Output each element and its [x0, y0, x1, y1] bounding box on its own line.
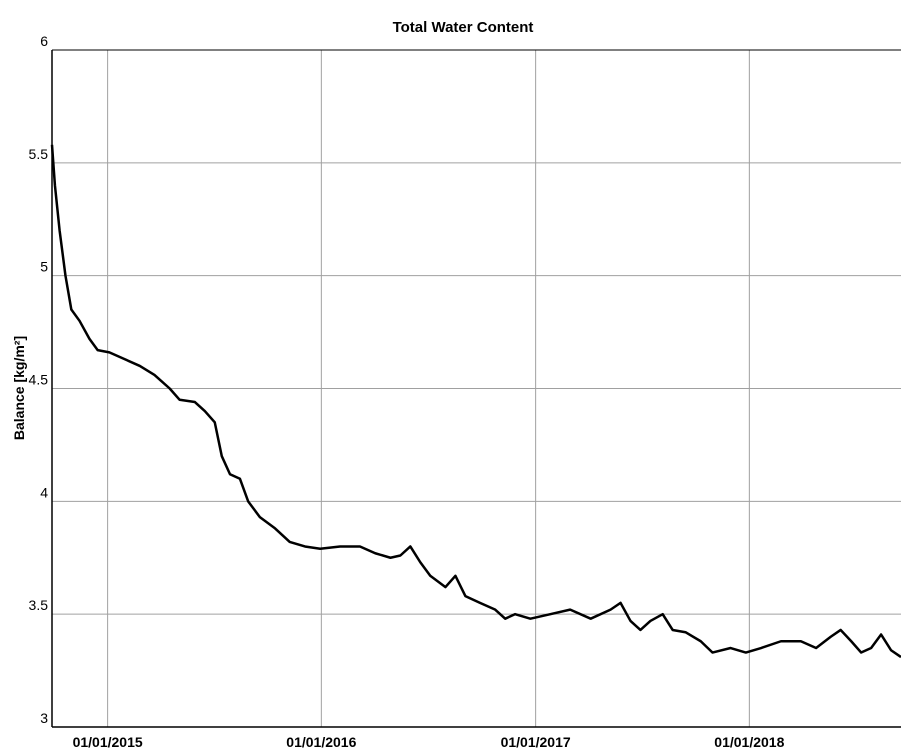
x-tick-label: 01/01/2017 [501, 734, 571, 750]
y-tick-label: 3.5 [29, 597, 49, 613]
y-tick-label: 4 [40, 484, 48, 500]
y-tick-label: 4.5 [29, 372, 49, 388]
y-tick-label: 5.5 [29, 146, 49, 162]
y-tick-label: 5 [40, 259, 48, 275]
x-tick-label: 01/01/2016 [286, 734, 356, 750]
x-tick-label: 01/01/2015 [73, 734, 143, 750]
y-axis-label: Balance [kg/m²] [11, 336, 27, 440]
chart-title: Total Water Content [393, 19, 534, 36]
x-tick-label: 01/01/2018 [714, 734, 784, 750]
y-tick-label: 6 [40, 33, 48, 49]
y-tick-label: 3 [40, 710, 48, 726]
data-line [50, 144, 901, 659]
